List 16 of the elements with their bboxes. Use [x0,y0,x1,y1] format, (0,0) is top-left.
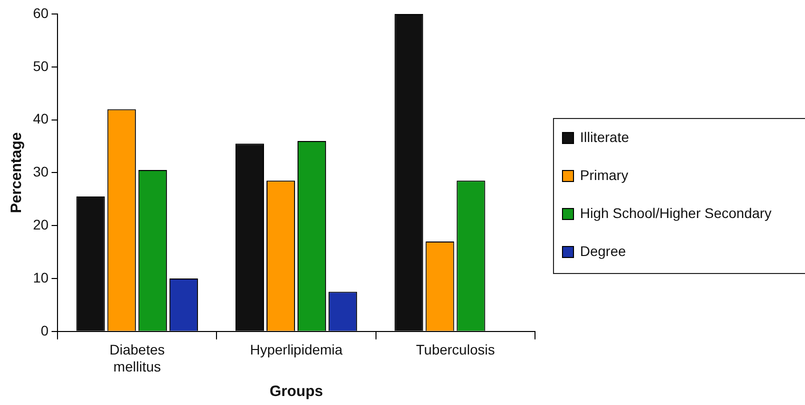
x-tick-label: Tuberculosis [416,342,495,358]
legend-label: Primary [580,167,628,183]
x-tick-label: Hyperlipidemia [250,342,343,358]
x-tick-label: Diabetes mellitus [110,342,165,374]
legend-label: Illiterate [580,129,630,145]
y-axis-title: Percentage [8,132,26,214]
x-axis-title: Groups [270,383,323,400]
y-tick-label: 30 [32,164,49,180]
legend-label: High School/Higher Secondary [580,205,772,221]
legend-label: Degree [580,243,626,259]
y-tick-label: 20 [32,216,49,232]
y-tick-label: 50 [32,58,49,74]
y-tick-label: 40 [32,110,49,127]
y-tick-label: 10 [32,269,49,286]
y-tick-label: 60 [32,4,49,21]
y-tick-label: 0 [40,322,49,338]
